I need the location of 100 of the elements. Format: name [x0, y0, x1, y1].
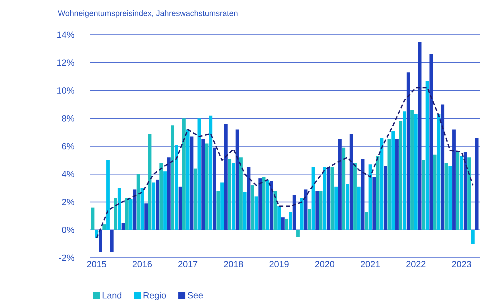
bar	[236, 130, 240, 230]
bar	[316, 191, 320, 230]
bar	[190, 136, 194, 230]
y-tick-label: 8%	[62, 115, 74, 122]
bar	[468, 158, 472, 230]
bar	[174, 145, 178, 230]
bar	[296, 230, 300, 238]
bar	[136, 174, 140, 230]
bar	[167, 158, 171, 230]
bar	[403, 112, 406, 230]
line-series	[96, 87, 474, 240]
bar	[410, 110, 414, 230]
x-tick-label: 2023	[452, 261, 472, 268]
bar	[182, 118, 186, 230]
bar	[471, 230, 475, 244]
bar	[464, 152, 468, 230]
y-tick-label: 2%	[62, 199, 74, 206]
bar	[274, 191, 278, 230]
bar	[213, 148, 216, 230]
bar	[354, 163, 357, 230]
bar	[376, 156, 380, 230]
bar	[456, 152, 460, 230]
y-tick-label: 10%	[58, 88, 74, 94]
bar	[414, 114, 418, 230]
bar	[224, 124, 228, 230]
x-tick-label: 2017	[178, 261, 198, 268]
bar	[433, 154, 437, 230]
bar	[323, 167, 327, 230]
bar	[110, 230, 114, 252]
bar	[452, 130, 456, 230]
bar	[171, 126, 175, 230]
bar	[292, 195, 296, 230]
x-tick-label: 2018	[224, 261, 244, 268]
bar	[342, 148, 346, 230]
bar	[285, 218, 289, 230]
bar	[308, 209, 312, 230]
bar	[441, 104, 445, 230]
bar	[160, 163, 164, 230]
bar	[334, 186, 338, 230]
bar	[281, 218, 285, 230]
legend-label: Land	[102, 292, 122, 299]
bar	[448, 166, 452, 230]
bar	[396, 140, 399, 230]
bar	[346, 184, 350, 230]
bar	[178, 186, 182, 230]
bar	[118, 188, 122, 230]
y-tick-label: 6%	[62, 143, 74, 150]
bar	[152, 182, 156, 230]
x-tick-label: 2016	[132, 261, 152, 268]
x-tick-label: 2015	[87, 261, 106, 268]
y-tick-label: -2%	[59, 254, 74, 262]
y-tick-label: 0%	[62, 226, 74, 234]
bar	[289, 212, 292, 230]
x-tick-label: 2020	[315, 261, 335, 268]
bar	[114, 198, 118, 230]
bar	[330, 167, 334, 230]
bar	[338, 140, 342, 230]
bar	[228, 159, 232, 230]
bar	[164, 172, 167, 230]
bar	[232, 163, 236, 230]
bar	[156, 180, 160, 230]
bar	[380, 138, 384, 230]
bar	[406, 72, 410, 230]
bar	[460, 156, 464, 230]
bar	[384, 166, 388, 230]
bar	[350, 134, 354, 230]
bar	[399, 121, 403, 230]
bar	[129, 199, 133, 230]
bar	[258, 178, 262, 230]
bar	[278, 206, 282, 230]
bar	[300, 198, 304, 230]
bar	[216, 191, 220, 230]
bar	[194, 168, 198, 230]
bar	[186, 130, 190, 230]
bar	[125, 198, 129, 230]
bar	[392, 131, 396, 230]
bar	[319, 191, 323, 230]
bar	[220, 182, 224, 230]
bar	[372, 177, 376, 230]
bar	[133, 190, 137, 230]
x-tick-label: 2021	[361, 261, 380, 268]
bar	[327, 167, 331, 230]
bar	[357, 186, 361, 230]
y-tick-label: 4%	[62, 171, 74, 178]
bar	[240, 158, 243, 230]
bar	[426, 80, 430, 230]
x-tick-label: 2022	[406, 261, 426, 268]
y-tick-label: 12%	[58, 60, 74, 66]
bar	[144, 204, 148, 230]
bar	[102, 224, 106, 230]
bar	[422, 160, 426, 230]
y-tick-label: 14%	[58, 32, 74, 38]
bar	[99, 230, 102, 252]
bar	[475, 138, 479, 230]
legend-label: See	[188, 292, 204, 299]
bar	[243, 192, 247, 230]
bar	[202, 140, 206, 230]
bar	[250, 186, 254, 230]
bar	[430, 54, 434, 230]
bar	[364, 212, 368, 230]
